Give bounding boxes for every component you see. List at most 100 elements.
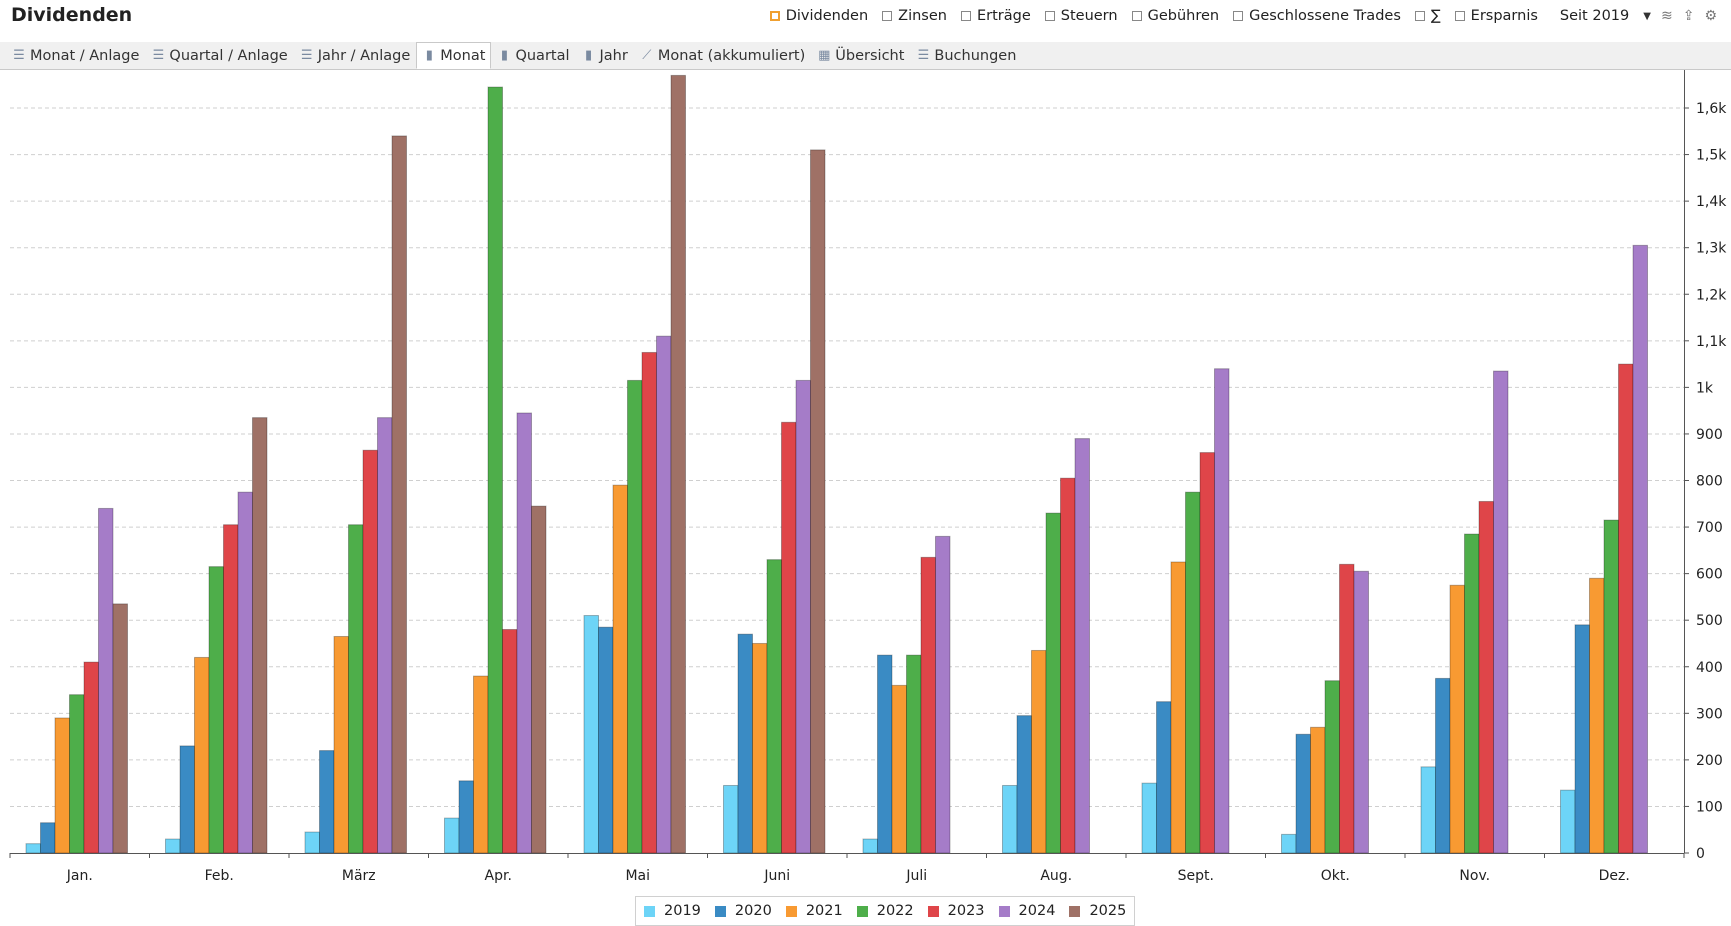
bar-2023-9 <box>1339 563 1355 854</box>
bar-2025-4 <box>670 74 686 854</box>
bar-2024-3 <box>516 412 532 854</box>
filter-checkbox[interactable] <box>882 11 893 21</box>
filter-3[interactable]: Steuern <box>1044 8 1118 24</box>
filter-checkbox[interactable] <box>1131 11 1142 21</box>
tab-6[interactable]: ⟋ Monat (akkumuliert) <box>634 42 811 69</box>
x-tick-label: Okt. <box>1321 868 1350 884</box>
tab-7[interactable]: ▦ Übersicht <box>811 42 910 69</box>
bar-2021-2 <box>333 635 349 854</box>
filter-7[interactable]: Ersparnis <box>1454 8 1538 24</box>
tab-3[interactable]: ▮ Monat <box>416 42 492 69</box>
legend-label: 2019 <box>664 903 701 919</box>
bar-2023-7 <box>1060 477 1076 854</box>
legend-swatch <box>714 905 726 917</box>
legend-item-2022[interactable]: 2022 <box>856 903 914 919</box>
legend-item-2021[interactable]: 2021 <box>785 903 843 919</box>
y-tick-label: 1,6k <box>1696 101 1727 117</box>
export-icon[interactable]: ⇪ <box>1682 8 1695 24</box>
legend-swatch <box>644 905 655 917</box>
legend-item-2025[interactable]: 2025 <box>1069 903 1126 919</box>
filter-checkbox[interactable] <box>1233 11 1244 21</box>
filter-checkbox[interactable] <box>960 11 971 21</box>
tab-8[interactable]: ☰ Buchungen <box>910 42 1022 69</box>
dropdown-arrow-icon[interactable]: ▼ <box>1643 10 1651 22</box>
layers-icon[interactable]: ≋ <box>1660 8 1673 24</box>
filter-checkbox[interactable] <box>769 11 780 21</box>
bar-2022-0 <box>69 694 85 854</box>
calendar-icon: ▦ <box>818 48 831 63</box>
y-tick-label: 800 <box>1696 474 1723 490</box>
bar-2020-7 <box>1016 715 1032 854</box>
tab-0[interactable]: ☰ Monat / Anlage <box>6 42 145 69</box>
bar-2024-11 <box>1632 244 1648 854</box>
filter-5[interactable]: Geschlossene Trades <box>1233 8 1401 24</box>
filter-label: Gebühren <box>1147 8 1220 24</box>
tab-5[interactable]: ▮ Jahr <box>576 42 634 69</box>
bar-2025-1 <box>252 417 268 854</box>
bar-2019-5 <box>723 784 739 854</box>
legend-item-2023[interactable]: 2023 <box>927 903 985 919</box>
tab-2[interactable]: ☰ Jahr / Anlage <box>294 42 417 69</box>
legend-item-2020[interactable]: 2020 <box>714 903 772 919</box>
bar-2024-5 <box>795 379 811 854</box>
filter-0[interactable]: Dividenden <box>769 8 868 24</box>
bar-2019-4 <box>583 615 599 854</box>
y-tick-label: 300 <box>1696 706 1723 722</box>
list-icon: ☰ <box>917 48 930 63</box>
y-tick-label: 200 <box>1696 753 1723 769</box>
bar-2021-0 <box>54 717 70 854</box>
bar-2023-1 <box>223 524 239 854</box>
tab-1[interactable]: ☰ Quartal / Anlage <box>145 42 293 69</box>
bar-2025-0 <box>112 603 128 854</box>
bar-2020-2 <box>319 750 335 854</box>
y-tick-label: 900 <box>1696 427 1723 443</box>
filter-checkbox[interactable] <box>1414 11 1425 21</box>
bar-2019-1 <box>165 838 181 854</box>
bar-2022-9 <box>1324 680 1340 854</box>
bar-2023-11 <box>1618 363 1634 854</box>
period-select[interactable]: Seit 2019 <box>1559 8 1630 24</box>
bar-2022-10 <box>1464 533 1480 854</box>
legend-label: 2025 <box>1089 903 1127 919</box>
bar-2021-3 <box>473 675 489 854</box>
y-tick-label: 1,2k <box>1696 287 1727 303</box>
filter-4[interactable]: Gebühren <box>1131 8 1220 24</box>
bar-2020-8 <box>1156 701 1172 854</box>
filter-6[interactable]: ∑ <box>1414 8 1441 24</box>
x-tick-label: März <box>342 868 376 884</box>
tab-label: Monat (akkumuliert) <box>657 47 806 64</box>
gear-icon[interactable]: ⚙ <box>1704 8 1717 24</box>
legend-swatch <box>1069 905 1081 917</box>
filter-1[interactable]: Zinsen <box>882 8 947 24</box>
filter-checkbox[interactable] <box>1044 11 1055 21</box>
bar-2023-8 <box>1199 452 1215 854</box>
y-tick-label: 100 <box>1696 799 1723 815</box>
bar-2024-8 <box>1214 368 1230 854</box>
y-tick-label: 700 <box>1696 520 1723 536</box>
bar-2025-2 <box>391 135 407 854</box>
x-tick-label: Apr. <box>485 868 512 884</box>
bar-2020-5 <box>737 633 753 854</box>
header: Dividenden Dividenden Zinsen Erträge Steuer… <box>0 0 1731 36</box>
y-tick-label: 1,4k <box>1696 194 1727 210</box>
legend-swatch <box>998 905 1010 917</box>
legend-item-2024[interactable]: 2024 <box>998 903 1055 919</box>
tab-4[interactable]: ▮ Quartal <box>491 42 575 69</box>
chart-legend: 2019 2020 2021 2022 2023 2024 2025 <box>635 896 1136 926</box>
bar-2022-5 <box>766 559 782 854</box>
filter-2[interactable]: Erträge <box>960 8 1031 24</box>
filter-checkbox[interactable] <box>1454 11 1465 21</box>
view-tabs: ☰ Monat / Anlage ☰ Quartal / Anlage ☰ Jahr / … <box>6 42 1022 69</box>
filter-label: ∑ <box>1430 8 1441 24</box>
bar-2020-11 <box>1574 624 1590 854</box>
legend-swatch <box>927 905 939 917</box>
x-tick-label: Jan. <box>66 868 93 884</box>
y-tick-label: 600 <box>1696 567 1723 583</box>
bar-2021-8 <box>1170 561 1186 854</box>
bar-2021-5 <box>752 642 768 854</box>
bar-2022-6 <box>906 654 922 854</box>
bar-2023-5 <box>781 421 797 854</box>
legend-item-2019[interactable]: 2019 <box>644 903 701 919</box>
bar-2025-5 <box>810 149 826 854</box>
x-tick-label: Sept. <box>1178 868 1214 884</box>
